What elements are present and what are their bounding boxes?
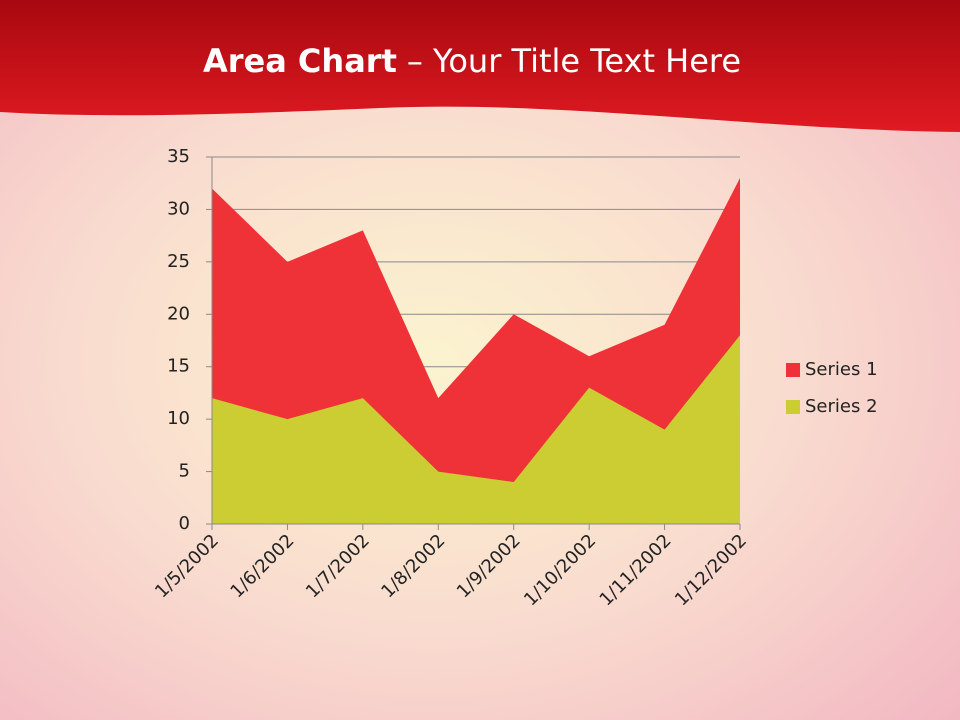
y-tick-label: 25 [167,251,190,272]
title-bold: Area Chart [203,42,397,80]
y-tick-label: 30 [167,198,190,219]
header-band [0,0,960,132]
y-tick-label: 5 [179,461,190,482]
y-tick-label: 0 [179,513,190,534]
y-tick-label: 15 [167,356,190,377]
legend-label: Series 1 [805,359,878,380]
title-rest: – Your Title Text Here [407,42,741,80]
y-tick-label: 10 [167,408,190,429]
y-tick-label: 20 [167,303,190,324]
legend-swatch [786,363,800,377]
area [212,335,740,524]
y-tick-label: 35 [167,146,190,167]
legend-swatch [786,400,800,414]
legend-label: Series 2 [805,396,878,417]
chart-title: Area Chart – Your Title Text Here [203,42,741,80]
